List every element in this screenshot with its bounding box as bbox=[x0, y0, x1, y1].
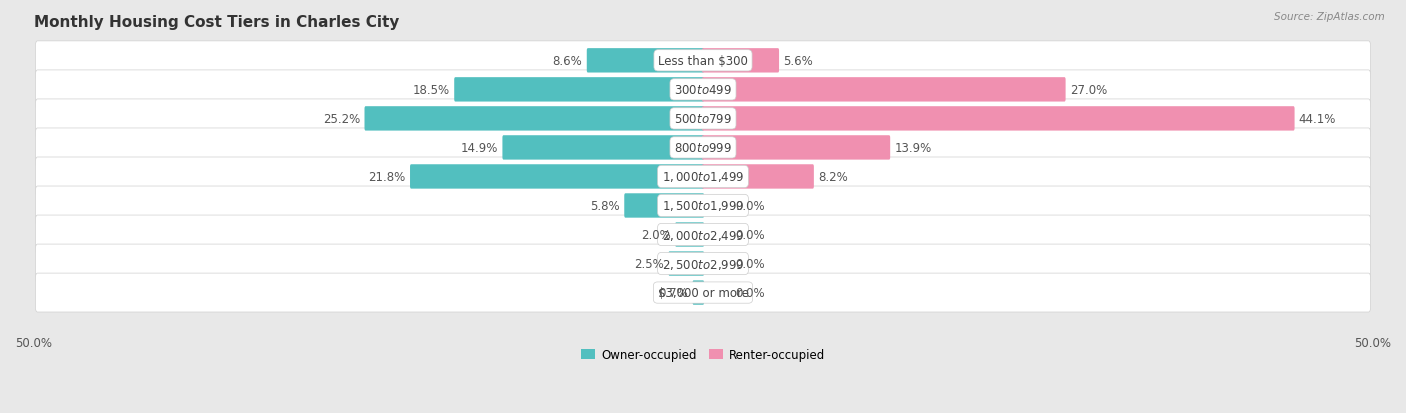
Text: 21.8%: 21.8% bbox=[368, 171, 406, 183]
Text: $2,500 to $2,999: $2,500 to $2,999 bbox=[662, 257, 744, 271]
Text: $500 to $799: $500 to $799 bbox=[673, 113, 733, 126]
FancyBboxPatch shape bbox=[502, 136, 704, 160]
Text: 0.0%: 0.0% bbox=[735, 228, 765, 242]
FancyBboxPatch shape bbox=[35, 158, 1371, 197]
FancyBboxPatch shape bbox=[411, 165, 704, 189]
FancyBboxPatch shape bbox=[364, 107, 704, 131]
Text: $300 to $499: $300 to $499 bbox=[673, 84, 733, 97]
Text: 13.9%: 13.9% bbox=[894, 142, 932, 154]
FancyBboxPatch shape bbox=[693, 281, 704, 305]
Text: 8.6%: 8.6% bbox=[553, 55, 582, 68]
FancyBboxPatch shape bbox=[35, 129, 1371, 167]
Text: 25.2%: 25.2% bbox=[323, 113, 360, 126]
Text: 5.6%: 5.6% bbox=[783, 55, 813, 68]
Legend: Owner-occupied, Renter-occupied: Owner-occupied, Renter-occupied bbox=[576, 343, 830, 366]
Text: 2.0%: 2.0% bbox=[641, 228, 671, 242]
Text: $800 to $999: $800 to $999 bbox=[673, 142, 733, 154]
Text: 0.0%: 0.0% bbox=[735, 257, 765, 271]
Text: Monthly Housing Cost Tiers in Charles City: Monthly Housing Cost Tiers in Charles Ci… bbox=[34, 15, 399, 30]
FancyBboxPatch shape bbox=[702, 78, 1066, 102]
Text: Source: ZipAtlas.com: Source: ZipAtlas.com bbox=[1274, 12, 1385, 22]
Text: 0.0%: 0.0% bbox=[735, 199, 765, 212]
FancyBboxPatch shape bbox=[702, 49, 779, 74]
FancyBboxPatch shape bbox=[454, 78, 704, 102]
Text: $3,000 or more: $3,000 or more bbox=[658, 286, 748, 299]
FancyBboxPatch shape bbox=[35, 273, 1371, 312]
FancyBboxPatch shape bbox=[702, 165, 814, 189]
Text: 0.7%: 0.7% bbox=[658, 286, 689, 299]
FancyBboxPatch shape bbox=[35, 42, 1371, 81]
Text: Less than $300: Less than $300 bbox=[658, 55, 748, 68]
FancyBboxPatch shape bbox=[35, 71, 1371, 109]
FancyBboxPatch shape bbox=[35, 100, 1371, 138]
FancyBboxPatch shape bbox=[624, 194, 704, 218]
FancyBboxPatch shape bbox=[35, 187, 1371, 225]
Text: $1,000 to $1,499: $1,000 to $1,499 bbox=[662, 170, 744, 184]
Text: $2,000 to $2,499: $2,000 to $2,499 bbox=[662, 228, 744, 242]
FancyBboxPatch shape bbox=[702, 136, 890, 160]
FancyBboxPatch shape bbox=[35, 244, 1371, 283]
FancyBboxPatch shape bbox=[586, 49, 704, 74]
Text: 8.2%: 8.2% bbox=[818, 171, 848, 183]
FancyBboxPatch shape bbox=[35, 216, 1371, 254]
Text: 14.9%: 14.9% bbox=[461, 142, 498, 154]
Text: $1,500 to $1,999: $1,500 to $1,999 bbox=[662, 199, 744, 213]
FancyBboxPatch shape bbox=[675, 223, 704, 247]
Text: 0.0%: 0.0% bbox=[735, 286, 765, 299]
FancyBboxPatch shape bbox=[668, 252, 704, 276]
Text: 2.5%: 2.5% bbox=[634, 257, 664, 271]
Text: 27.0%: 27.0% bbox=[1070, 84, 1107, 97]
Text: 5.8%: 5.8% bbox=[591, 199, 620, 212]
Text: 44.1%: 44.1% bbox=[1299, 113, 1336, 126]
Text: 18.5%: 18.5% bbox=[413, 84, 450, 97]
FancyBboxPatch shape bbox=[702, 107, 1295, 131]
